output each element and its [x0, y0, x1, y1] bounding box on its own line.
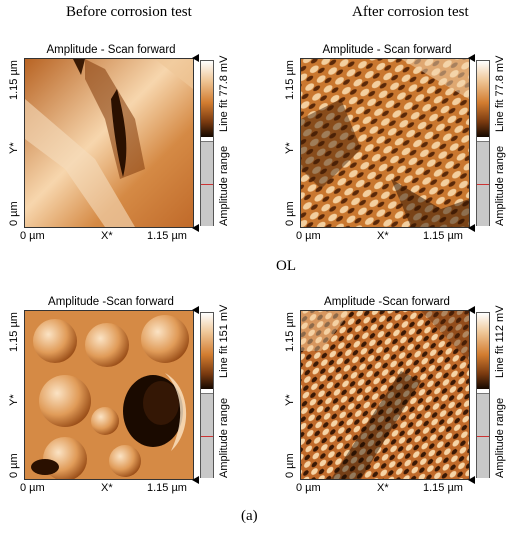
y-axis-max-label: 1.15 µm	[284, 60, 296, 100]
afm-amplitude-image	[300, 58, 470, 228]
amplitude-color-scale	[200, 60, 214, 226]
y-axis-max-label: 1.15 µm	[8, 312, 20, 352]
afm-amplitude-image	[300, 310, 470, 480]
amplitude-color-scale	[476, 60, 490, 226]
amplitude-range-label: Amplitude range	[218, 397, 230, 478]
y-axis-name: Y*	[284, 142, 296, 154]
line-fit-label: Line fit 151 mV	[218, 304, 230, 378]
panel-title: Amplitude -Scan forward	[48, 296, 174, 308]
y-axis-name: Y*	[8, 142, 20, 154]
x-axis-min-label: 0 µm	[296, 482, 321, 494]
afm-amplitude-image	[24, 310, 194, 480]
amplitude-range-label: Amplitude range	[494, 145, 506, 226]
figure-caption: (a)	[241, 508, 258, 524]
line-fit-label: Line fit 77.8 mV	[218, 55, 230, 132]
x-axis-max-label: 1.15 µm	[147, 482, 187, 494]
x-axis-max-label: 1.15 µm	[423, 482, 463, 494]
scan-marker-icon	[468, 306, 475, 314]
x-axis-max-label: 1.15 µm	[147, 230, 187, 242]
row-label-ol: OL	[276, 258, 296, 274]
afm-panel-before-top: Amplitude - Scan forward 1.15 µm Y* 0 µm…	[6, 44, 246, 254]
y-axis-name: Y*	[8, 394, 20, 406]
afm-amplitude-image	[24, 58, 194, 228]
x-axis-max-label: 1.15 µm	[423, 230, 463, 242]
before-corrosion-header: Before corrosion test	[66, 4, 192, 20]
x-axis-name: X*	[377, 230, 389, 242]
scan-marker-icon	[192, 224, 199, 232]
x-axis-min-label: 0 µm	[20, 482, 45, 494]
scan-marker-icon	[192, 54, 199, 62]
scan-marker-icon	[192, 306, 199, 314]
panel-title: Amplitude - Scan forward	[322, 44, 452, 56]
scan-marker-icon	[468, 476, 475, 484]
scan-marker-icon	[192, 476, 199, 484]
after-corrosion-header: After corrosion test	[352, 4, 469, 20]
scan-marker-icon	[468, 54, 475, 62]
y-axis-name: Y*	[284, 394, 296, 406]
amplitude-color-scale	[476, 312, 490, 478]
afm-panel-after-bottom: Amplitude -Scan forward 1.15 µm Y* 0 µm …	[282, 296, 508, 506]
line-fit-label: Line fit 77.8 mV	[494, 55, 506, 132]
y-axis-min-label: 0 µm	[284, 453, 296, 478]
panel-title: Amplitude -Scan forward	[324, 296, 450, 308]
y-axis-max-label: 1.15 µm	[8, 60, 20, 100]
x-axis-min-label: 0 µm	[296, 230, 321, 242]
y-axis-min-label: 0 µm	[8, 201, 20, 226]
y-axis-min-label: 0 µm	[284, 201, 296, 226]
amplitude-color-scale	[200, 312, 214, 478]
afm-panel-before-bottom: Amplitude -Scan forward 1.15 µm Y* 0 µm	[6, 296, 246, 506]
x-axis-name: X*	[377, 482, 389, 494]
x-axis-min-label: 0 µm	[20, 230, 45, 242]
panel-title: Amplitude - Scan forward	[46, 44, 176, 56]
x-axis-name: X*	[101, 482, 113, 494]
y-axis-min-label: 0 µm	[8, 453, 20, 478]
amplitude-range-label: Amplitude range	[494, 397, 506, 478]
x-axis-name: X*	[101, 230, 113, 242]
afm-panel-after-top: Amplitude - Scan forward 1.15 µm Y* 0 µm…	[282, 44, 508, 254]
scan-marker-icon	[468, 224, 475, 232]
line-fit-label: Line fit 112 mV	[494, 305, 506, 378]
y-axis-max-label: 1.15 µm	[284, 312, 296, 352]
amplitude-range-label: Amplitude range	[218, 145, 230, 226]
